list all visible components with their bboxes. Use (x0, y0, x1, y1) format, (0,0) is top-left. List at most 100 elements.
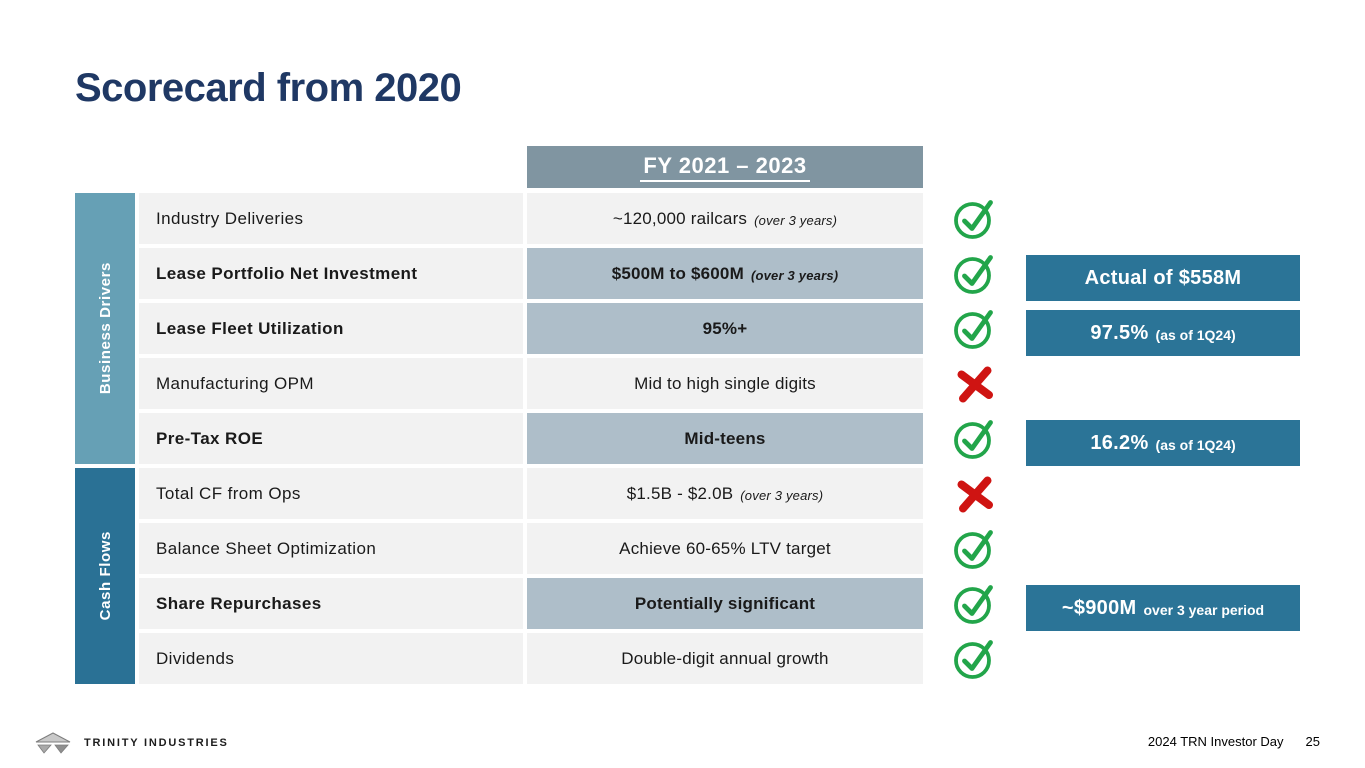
target-value-cell: Double-digit annual growth (527, 633, 923, 684)
target-value-cell: ~120,000 railcars (over 3 years) (527, 193, 923, 244)
callout-slot (1026, 523, 1300, 574)
target-value: Mid-teens (684, 428, 766, 448)
metric-label-cell: Manufacturing OPM (139, 358, 523, 409)
check-circle-icon (954, 200, 993, 239)
metric-label-cell: Industry Deliveries (139, 193, 523, 244)
callout-slot (1026, 358, 1300, 409)
target-value-note: (over 3 years) (750, 267, 839, 283)
target-value-cell: Mid-teens (527, 413, 923, 464)
table-row: Manufacturing OPM Mid to high single dig… (139, 358, 1300, 409)
table-row: Lease Fleet Utilization 95%+ 97.5% (as of… (139, 303, 1300, 356)
check-circle-icon (954, 255, 993, 294)
status-cell (923, 248, 1026, 299)
callout-note-text: (as of 1Q24) (1155, 326, 1236, 343)
x-mark-icon (957, 476, 993, 512)
callout-slot: 16.2% (as of 1Q24) (1026, 413, 1300, 466)
metric-label: Share Repurchases (156, 593, 322, 613)
brand-logo: TRINITY INDUSTRIES (34, 730, 229, 756)
table-row: Total CF from Ops $1.5B - $2.0B (over 3 … (139, 468, 1300, 519)
callout-main-text: 97.5% (1090, 321, 1149, 344)
table-row: Industry Deliveries ~120,000 railcars (o… (139, 193, 1300, 244)
callout-note-text: over 3 year period (1143, 601, 1265, 618)
callout-box: 16.2% (as of 1Q24) (1026, 420, 1300, 466)
status-cell (923, 578, 1026, 629)
target-value-note: (over 3 years) (740, 487, 824, 503)
callout-slot (1026, 468, 1300, 519)
table-row: Share Repurchases Potentially significan… (139, 578, 1300, 631)
metric-label: Manufacturing OPM (156, 373, 314, 393)
target-value-cell: Mid to high single digits (527, 358, 923, 409)
metric-label-cell: Dividends (139, 633, 523, 684)
callout-box: 97.5% (as of 1Q24) (1026, 310, 1300, 356)
brand-name: TRINITY INDUSTRIES (84, 737, 229, 749)
footer-caption: 2024 TRN Investor Day 25 (1148, 734, 1320, 749)
footer-caption-text: 2024 TRN Investor Day (1147, 734, 1284, 749)
target-value: ~120,000 railcars (612, 208, 748, 228)
metric-label: Pre-Tax ROE (156, 428, 264, 448)
table-row: Dividends Double-digit annual growth (139, 633, 1300, 684)
check-circle-icon (954, 640, 993, 679)
metric-label-cell: Share Repurchases (139, 578, 523, 629)
metric-label-cell: Lease Portfolio Net Investment (139, 248, 523, 299)
check-circle-icon (954, 310, 993, 349)
metric-label-cell: Balance Sheet Optimization (139, 523, 523, 574)
row-group-cash-flows: Cash Flows (75, 468, 135, 684)
metric-label: Industry Deliveries (156, 208, 304, 228)
target-value: 95%+ (702, 318, 748, 338)
target-value: Achieve 60-65% LTV target (619, 538, 831, 558)
callout-slot: ~$900M over 3 year period (1026, 578, 1300, 631)
callout-slot (1026, 633, 1300, 684)
callout-main-text: Actual of $558M (1084, 266, 1242, 289)
metric-label: Total CF from Ops (156, 483, 301, 503)
target-value: $1.5B - $2.0B (626, 483, 734, 503)
target-value-cell: 95%+ (527, 303, 923, 354)
status-cell (923, 303, 1026, 354)
callout-slot: 97.5% (as of 1Q24) (1026, 303, 1300, 356)
callout-slot: Actual of $558M (1026, 248, 1300, 301)
row-group-label: Cash Flows (96, 531, 114, 621)
status-cell (923, 468, 1026, 519)
callout-box: ~$900M over 3 year period (1026, 585, 1300, 631)
status-cell (923, 193, 1026, 244)
metric-label: Dividends (156, 648, 235, 668)
check-circle-icon (954, 585, 993, 624)
callout-main-text: ~$900M (1061, 596, 1137, 619)
page-number: 25 (1305, 734, 1320, 749)
target-value: Potentially significant (634, 593, 816, 613)
table-row: Lease Portfolio Net Investment $500M to … (139, 248, 1300, 301)
check-circle-icon (954, 530, 993, 569)
slide-title: Scorecard from 2020 (75, 66, 462, 110)
status-cell (923, 413, 1026, 464)
table-row: Balance Sheet Optimization Achieve 60-65… (139, 523, 1300, 574)
metric-label: Lease Fleet Utilization (156, 318, 344, 338)
check-circle-icon (954, 420, 993, 459)
status-cell (923, 633, 1026, 684)
status-cell (923, 523, 1026, 574)
target-value-cell: Achieve 60-65% LTV target (527, 523, 923, 574)
x-mark-icon (957, 366, 993, 402)
target-value-note: (over 3 years) (754, 212, 838, 228)
callout-slot (1026, 193, 1300, 244)
metric-label-cell: Pre-Tax ROE (139, 413, 523, 464)
target-value: $500M to $600M (611, 263, 744, 283)
column-header-label: FY 2021 – 2023 (640, 153, 810, 182)
callout-main-text: 16.2% (1090, 431, 1149, 454)
row-group-strips: Business Drivers Cash Flows (75, 193, 135, 688)
metric-label-cell: Total CF from Ops (139, 468, 523, 519)
callout-box: Actual of $558M (1026, 255, 1300, 301)
target-value: Mid to high single digits (634, 373, 816, 393)
status-cell (923, 358, 1026, 409)
trinity-logo-icon (35, 732, 71, 754)
row-group-label: Business Drivers (96, 262, 114, 395)
column-header: FY 2021 – 2023 (527, 146, 923, 188)
metric-label: Lease Portfolio Net Investment (156, 263, 418, 283)
table-row: Pre-Tax ROE Mid-teens 16.2% (as of 1Q24) (139, 413, 1300, 466)
target-value: Double-digit annual growth (621, 648, 829, 668)
metric-label-cell: Lease Fleet Utilization (139, 303, 523, 354)
row-group-business-drivers: Business Drivers (75, 193, 135, 464)
target-value-cell: $500M to $600M (over 3 years) (527, 248, 923, 299)
target-value-cell: Potentially significant (527, 578, 923, 629)
target-value-cell: $1.5B - $2.0B (over 3 years) (527, 468, 923, 519)
metric-label: Balance Sheet Optimization (156, 538, 377, 558)
